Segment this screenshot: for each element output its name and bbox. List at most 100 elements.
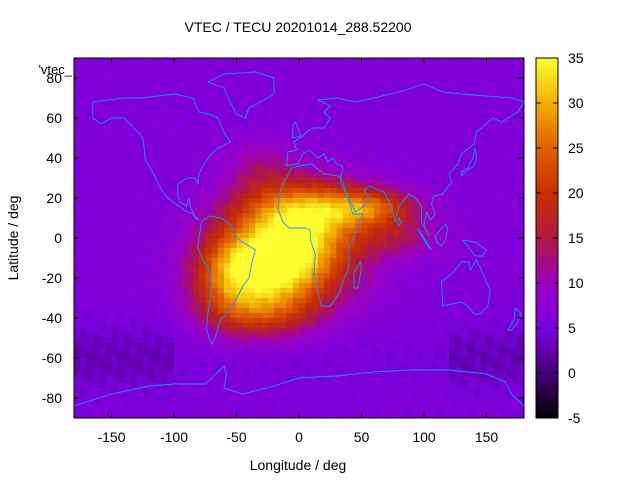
heat-cell xyxy=(499,293,506,299)
heat-cell xyxy=(492,158,500,164)
heat-cell xyxy=(130,218,138,224)
heat-cell xyxy=(517,238,524,244)
heat-cell xyxy=(199,298,206,304)
heat-cell xyxy=(411,118,419,124)
heat-cell xyxy=(436,233,444,239)
heat-cell xyxy=(455,218,463,224)
heat-cell xyxy=(236,258,244,264)
heat-cell xyxy=(142,113,150,119)
heat-cell xyxy=(142,388,150,394)
heat-cell xyxy=(149,328,156,334)
heat-cell xyxy=(267,248,275,254)
heat-cell xyxy=(136,298,144,304)
heat-cell xyxy=(149,138,156,144)
heat-cell xyxy=(99,118,106,124)
heat-cell xyxy=(480,383,488,389)
heat-cell xyxy=(517,338,524,344)
heat-cell xyxy=(517,258,524,264)
heat-cell xyxy=(155,103,163,109)
heat-cell xyxy=(292,398,300,404)
heat-cell xyxy=(355,123,363,129)
heat-cell xyxy=(180,158,188,164)
heat-cell xyxy=(317,233,325,239)
heat-cell xyxy=(330,98,338,104)
heat-cell xyxy=(267,258,275,264)
heat-cell xyxy=(211,78,219,84)
heat-cell xyxy=(92,328,100,334)
heat-cell xyxy=(405,318,413,324)
heat-cell xyxy=(405,133,413,139)
heat-cell xyxy=(405,273,413,279)
heat-cell xyxy=(417,293,425,299)
heat-cell xyxy=(505,303,513,309)
heat-cell xyxy=(336,333,344,339)
heat-cell xyxy=(167,223,175,229)
heat-cell xyxy=(255,278,263,284)
heat-cell xyxy=(411,338,419,344)
heat-cell xyxy=(311,98,319,104)
heat-cell xyxy=(511,338,519,344)
heat-cell xyxy=(199,243,206,249)
heat-cell xyxy=(374,393,381,399)
heat-cell xyxy=(330,158,338,164)
heat-cell xyxy=(392,88,400,94)
heat-cell xyxy=(436,158,444,164)
heat-cell xyxy=(199,258,206,264)
heat-cell xyxy=(280,193,288,199)
heat-cell xyxy=(117,313,125,319)
heat-cell xyxy=(267,328,275,334)
heat-cell xyxy=(424,348,431,354)
heat-cell xyxy=(205,368,213,374)
heat-cell xyxy=(111,248,119,254)
heat-cell xyxy=(411,358,419,364)
heat-cell xyxy=(436,68,444,74)
heat-cell xyxy=(411,258,419,264)
heat-cell xyxy=(430,243,438,249)
heat-cell xyxy=(449,318,456,324)
heat-cell xyxy=(199,183,206,189)
heat-cell xyxy=(392,138,400,144)
heat-cell xyxy=(80,118,88,124)
heat-cell xyxy=(330,248,338,254)
heat-cell xyxy=(261,168,269,174)
heat-cell xyxy=(267,73,275,79)
heat-cell xyxy=(492,168,500,174)
heat-cell xyxy=(286,93,294,99)
heat-cell xyxy=(92,173,100,179)
heat-cell xyxy=(449,58,456,64)
heat-cell xyxy=(511,253,519,259)
heat-cell xyxy=(449,143,456,149)
heat-cell xyxy=(155,198,163,204)
heat-cell xyxy=(324,368,331,374)
heat-cell xyxy=(186,68,194,74)
heat-cell xyxy=(349,218,356,224)
heat-cell xyxy=(361,313,369,319)
heat-cell xyxy=(386,183,394,189)
heat-cell xyxy=(317,328,325,334)
heat-cell xyxy=(461,288,469,294)
heat-cell xyxy=(186,188,194,194)
heat-cell xyxy=(461,338,469,344)
heat-cell xyxy=(442,178,450,184)
heat-cell xyxy=(124,148,131,154)
heat-cell xyxy=(124,113,131,119)
heat-cell xyxy=(386,228,394,234)
heat-cell xyxy=(511,283,519,289)
heat-cell xyxy=(192,273,200,279)
heat-cell xyxy=(311,163,319,169)
heat-cell xyxy=(355,263,363,269)
heat-cell xyxy=(330,258,338,264)
heat-cell xyxy=(474,368,481,374)
heat-cell xyxy=(505,243,513,249)
heat-cell xyxy=(305,103,313,109)
heat-cell xyxy=(211,183,219,189)
heat-cell xyxy=(324,293,331,299)
heat-cell xyxy=(417,343,425,349)
heat-cell xyxy=(205,218,213,224)
heat-cell xyxy=(355,203,363,209)
heat-cell xyxy=(449,108,456,114)
heat-cell xyxy=(474,263,481,269)
heat-cell xyxy=(255,258,263,264)
heat-cell xyxy=(374,158,381,164)
heat-cell xyxy=(111,178,119,184)
